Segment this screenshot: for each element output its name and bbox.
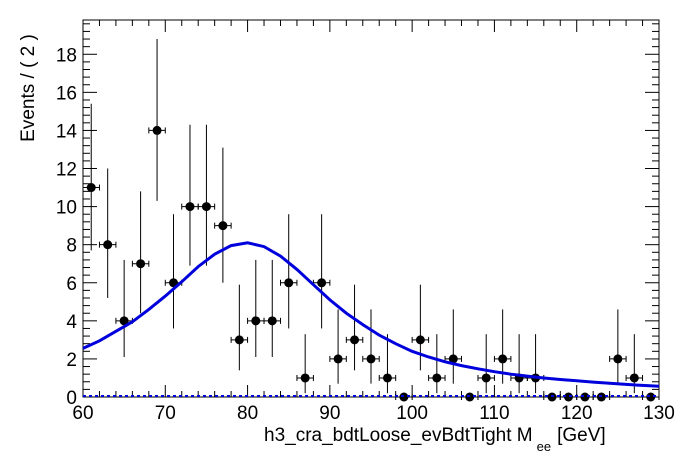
y-tick-label: 2 bbox=[66, 350, 77, 371]
data-marker bbox=[136, 259, 146, 269]
data-marker bbox=[613, 354, 623, 364]
fit-curve bbox=[82, 241, 660, 388]
data-marker bbox=[251, 316, 261, 326]
data-marker bbox=[448, 354, 458, 364]
x-tick-label: 80 bbox=[237, 403, 258, 424]
data-point bbox=[115, 259, 133, 358]
data-point bbox=[642, 392, 660, 402]
data-point bbox=[510, 334, 528, 394]
data-point bbox=[477, 334, 495, 394]
data-marker bbox=[629, 373, 639, 383]
data-point bbox=[329, 309, 347, 384]
y-tick-label: 0 bbox=[66, 388, 77, 409]
data-point bbox=[279, 214, 298, 329]
data-point bbox=[493, 309, 512, 384]
data-point bbox=[82, 103, 100, 251]
y-axis: 0 2 4 6 8 10 12 14 16 18 bbox=[56, 23, 659, 409]
data-point bbox=[263, 259, 281, 358]
y-tick-label: 8 bbox=[66, 236, 77, 257]
data-marker bbox=[234, 335, 244, 345]
data-marker bbox=[317, 278, 327, 288]
data-marker bbox=[563, 392, 573, 402]
data-point bbox=[378, 334, 397, 394]
data-point bbox=[576, 392, 594, 402]
data-point bbox=[428, 334, 446, 394]
data-marker bbox=[300, 373, 310, 383]
data-marker bbox=[284, 278, 294, 288]
y-tick-label: 10 bbox=[56, 198, 77, 219]
data-point bbox=[181, 124, 199, 266]
data-point bbox=[214, 147, 232, 283]
x-tick-label: 60 bbox=[72, 403, 93, 424]
data-marker bbox=[432, 373, 442, 383]
data-marker bbox=[201, 202, 211, 212]
x-axis: 60 70 80 90 100 110 120 130 bbox=[72, 20, 675, 424]
data-marker bbox=[119, 316, 129, 326]
data-marker bbox=[152, 125, 162, 135]
x-tick-label: 110 bbox=[479, 403, 509, 424]
data-point bbox=[148, 39, 166, 201]
data-point bbox=[411, 284, 430, 371]
data-point bbox=[312, 214, 331, 329]
data-point bbox=[559, 392, 578, 402]
data-point bbox=[345, 284, 364, 371]
x-tick-label: 100 bbox=[396, 403, 428, 424]
data-marker bbox=[481, 373, 491, 383]
data-marker bbox=[382, 373, 392, 383]
data-point bbox=[230, 284, 249, 371]
data-marker bbox=[103, 240, 113, 250]
data-marker bbox=[350, 335, 360, 345]
data-marker bbox=[580, 392, 590, 402]
data-marker bbox=[86, 183, 96, 193]
data-point bbox=[131, 191, 150, 314]
data-point bbox=[98, 168, 117, 298]
data-points bbox=[82, 39, 660, 402]
data-point bbox=[625, 334, 644, 394]
y-axis-title: Events / ( 2 ) bbox=[18, 34, 39, 142]
data-point bbox=[164, 214, 183, 329]
data-point bbox=[247, 259, 265, 358]
data-point bbox=[444, 309, 463, 384]
data-marker bbox=[498, 354, 508, 364]
y-tick-label: 4 bbox=[66, 312, 77, 333]
data-point bbox=[526, 334, 545, 394]
data-marker bbox=[366, 354, 376, 364]
y-tick-label: 6 bbox=[66, 274, 77, 295]
x-axis-title: h3_cra_bdtLoose_evBdtTight Mee[GeV] bbox=[264, 425, 606, 454]
data-point bbox=[609, 309, 627, 384]
x-tick-label: 90 bbox=[319, 403, 340, 424]
y-tick-label: 18 bbox=[56, 45, 77, 66]
data-marker bbox=[415, 335, 425, 345]
x-tick-label: 70 bbox=[155, 403, 176, 424]
data-marker bbox=[646, 392, 656, 402]
data-point bbox=[296, 334, 314, 394]
x-tick-label: 120 bbox=[561, 403, 593, 424]
y-tick-label: 14 bbox=[56, 121, 78, 142]
x-tick-label: 130 bbox=[643, 403, 675, 424]
data-marker bbox=[333, 354, 343, 364]
data-marker bbox=[267, 316, 277, 326]
data-point bbox=[197, 124, 216, 266]
y-tick-label: 12 bbox=[56, 160, 77, 181]
y-tick-label: 16 bbox=[56, 83, 77, 104]
data-marker bbox=[185, 202, 195, 212]
data-marker bbox=[218, 221, 228, 231]
data-point bbox=[362, 309, 380, 384]
